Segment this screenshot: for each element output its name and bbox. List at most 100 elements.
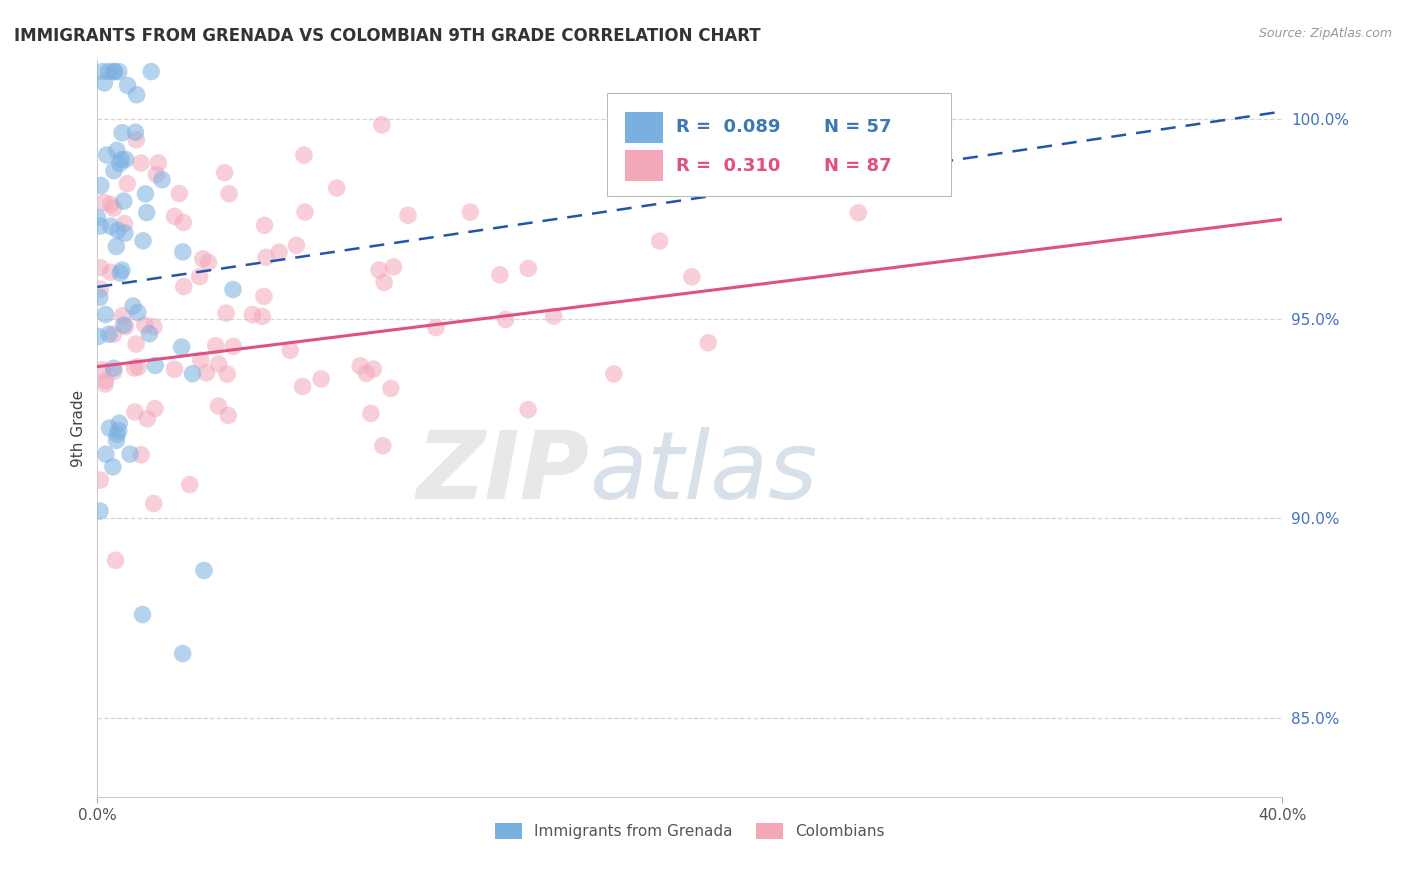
Point xyxy=(163,210,186,224)
Point xyxy=(360,407,382,421)
Point xyxy=(103,64,125,78)
Point xyxy=(117,78,139,93)
Point xyxy=(371,439,394,453)
Point xyxy=(105,144,128,158)
Point xyxy=(89,290,111,304)
Point xyxy=(94,308,117,322)
Point xyxy=(150,172,173,186)
Point xyxy=(108,156,131,170)
Point xyxy=(125,133,148,147)
Point xyxy=(127,359,149,374)
Point xyxy=(163,362,186,376)
Point xyxy=(122,299,145,313)
Point xyxy=(291,379,314,393)
Point xyxy=(190,353,212,368)
Point xyxy=(207,357,229,371)
Point xyxy=(118,447,141,461)
Point xyxy=(112,318,135,333)
Point xyxy=(294,205,316,219)
Point xyxy=(214,166,236,180)
Point xyxy=(292,148,315,162)
Point xyxy=(460,205,482,219)
FancyBboxPatch shape xyxy=(624,150,662,181)
Text: IMMIGRANTS FROM GRENADA VS COLOMBIAN 9TH GRADE CORRELATION CHART: IMMIGRANTS FROM GRENADA VS COLOMBIAN 9TH… xyxy=(14,27,761,45)
Text: R =  0.089: R = 0.089 xyxy=(676,118,780,136)
Point xyxy=(129,156,152,170)
Text: N = 57: N = 57 xyxy=(824,118,891,136)
Point xyxy=(136,411,159,425)
Point xyxy=(681,269,703,284)
Point xyxy=(197,255,219,269)
Point xyxy=(124,125,146,139)
Point xyxy=(96,148,118,162)
Point xyxy=(380,382,402,396)
Point xyxy=(495,312,517,326)
Text: R =  0.310: R = 0.310 xyxy=(676,157,780,175)
Point xyxy=(100,265,122,279)
Point xyxy=(285,238,308,252)
Point xyxy=(89,504,111,518)
Point xyxy=(207,399,229,413)
Point xyxy=(172,244,194,259)
Point xyxy=(114,319,136,334)
Point xyxy=(217,409,239,423)
Point xyxy=(98,421,121,435)
Point xyxy=(94,374,117,388)
Point xyxy=(195,366,218,380)
Point xyxy=(603,367,626,381)
Point xyxy=(103,163,125,178)
Point xyxy=(134,318,156,332)
Text: ZIP: ZIP xyxy=(416,426,589,519)
Point xyxy=(145,168,167,182)
Point xyxy=(252,310,274,324)
Point xyxy=(253,289,276,303)
Point xyxy=(97,327,120,342)
Point xyxy=(91,64,114,78)
Point xyxy=(143,401,166,416)
Point xyxy=(217,367,239,381)
Point xyxy=(138,326,160,341)
Point xyxy=(94,377,117,392)
Point xyxy=(107,223,129,237)
Point xyxy=(103,201,125,215)
Point xyxy=(697,335,720,350)
Point xyxy=(103,361,125,376)
Point xyxy=(278,343,301,358)
Point xyxy=(134,186,156,201)
Point xyxy=(142,497,165,511)
Point xyxy=(215,306,238,320)
Point xyxy=(97,64,120,78)
Point xyxy=(111,263,134,277)
Point xyxy=(89,473,111,487)
Point xyxy=(396,208,419,222)
Text: N = 87: N = 87 xyxy=(824,157,891,175)
Point xyxy=(93,76,115,90)
Point xyxy=(253,219,276,233)
Point xyxy=(269,245,291,260)
Point xyxy=(371,118,394,132)
Point xyxy=(193,564,215,578)
Point xyxy=(105,427,128,442)
Point xyxy=(846,206,869,220)
Point xyxy=(356,367,378,381)
Point xyxy=(218,186,240,201)
Point xyxy=(368,263,391,277)
Point xyxy=(172,215,194,229)
Point xyxy=(87,329,110,343)
Point xyxy=(114,153,136,167)
Point xyxy=(204,339,226,353)
Point xyxy=(124,361,146,376)
Point xyxy=(91,363,114,377)
Point xyxy=(112,194,135,209)
Y-axis label: 9th Grade: 9th Grade xyxy=(72,390,86,467)
FancyBboxPatch shape xyxy=(624,112,662,143)
Point xyxy=(103,364,125,378)
Legend: Immigrants from Grenada, Colombians: Immigrants from Grenada, Colombians xyxy=(489,817,891,845)
Point xyxy=(517,261,540,276)
Point xyxy=(543,309,565,323)
Point xyxy=(90,178,112,193)
Point xyxy=(107,64,129,78)
Point xyxy=(148,156,170,170)
Point xyxy=(89,282,111,296)
Point xyxy=(114,226,136,240)
